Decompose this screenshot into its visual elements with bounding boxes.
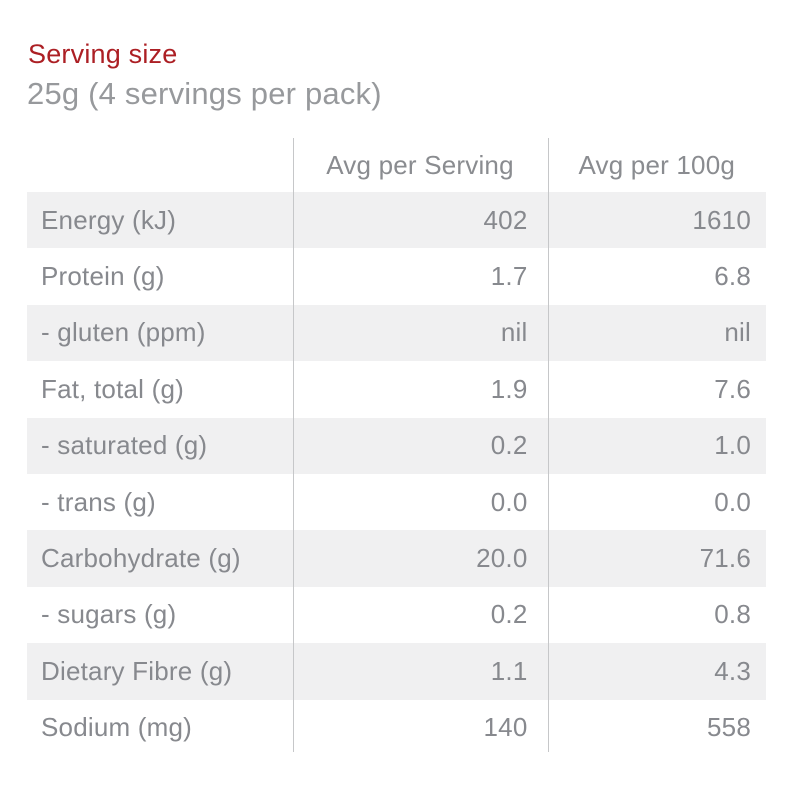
row-label: Fat, total (g)	[41, 373, 184, 404]
value-per-100g: 6.8	[714, 261, 751, 292]
column-divider-1	[292, 138, 294, 752]
serving-size-value: 25g (4 servings per pack)	[27, 76, 382, 111]
table-row: Sodium (mg) 140 558	[27, 700, 766, 756]
column-header-avg-per-100g: Avg per 100g	[578, 149, 736, 180]
value-per-serving: 0.2	[490, 430, 528, 461]
serving-size-title: Serving size	[28, 39, 178, 69]
value-per-serving: 1.1	[490, 655, 528, 686]
value-per-100g: 71.6	[699, 543, 751, 574]
value-per-100g: 0.0	[714, 486, 751, 517]
value-per-serving: 0.0	[490, 486, 528, 517]
value-per-100g: 558	[707, 712, 751, 743]
table-row: Dietary Fibre (g) 1.1 4.3	[27, 643, 766, 700]
row-label: Carbohydrate (g)	[41, 543, 241, 574]
table-row: - sugars (g) 0.2 0.8	[27, 587, 766, 643]
value-per-100g: 4.3	[714, 655, 751, 686]
table-body: Energy (kJ) 402 1610 Protein (g) 1.7 6.8 - glu…	[27, 192, 766, 756]
row-label: Energy (kJ)	[41, 204, 177, 235]
value-per-serving: nil	[500, 317, 528, 348]
value-per-100g: 1610	[692, 204, 751, 235]
value-per-serving: 0.2	[490, 599, 528, 630]
value-per-serving: 140	[483, 712, 528, 743]
table-row: - trans (g) 0.0 0.0	[27, 474, 766, 530]
row-label: - trans (g)	[41, 486, 156, 517]
nutrition-table: Avg per Serving Avg per 100g Energy (kJ)…	[27, 138, 766, 756]
value-per-100g: nil	[724, 317, 751, 348]
value-per-serving: 402	[483, 204, 528, 235]
table-row: Protein (g) 1.7 6.8	[27, 248, 766, 304]
table-row: - gluten (ppm) nil nil	[27, 304, 766, 362]
value-per-serving: 20.0	[476, 543, 528, 574]
table-row: Fat, total (g) 1.9 7.6	[27, 361, 766, 417]
table-row: Carbohydrate (g) 20.0 71.6	[27, 530, 766, 587]
row-label: Dietary Fibre (g)	[41, 655, 233, 686]
value-per-100g: 1.0	[714, 430, 751, 461]
row-label: Sodium (mg)	[41, 712, 193, 743]
column-header-avg-per-serving: Avg per Serving	[326, 149, 514, 180]
value-per-serving: 1.9	[490, 373, 528, 404]
row-label: - gluten (ppm)	[41, 317, 206, 348]
table-row: Energy (kJ) 402 1610	[27, 192, 766, 249]
value-per-100g: 7.6	[714, 373, 751, 404]
column-divider-2	[547, 138, 549, 752]
value-per-100g: 0.8	[714, 599, 751, 630]
table-row: - saturated (g) 0.2 1.0	[27, 417, 766, 474]
value-per-serving: 1.7	[490, 261, 528, 292]
row-label: - saturated (g)	[41, 430, 208, 461]
table-header-row: Avg per Serving Avg per 100g	[27, 138, 766, 192]
row-label: Protein (g)	[41, 261, 165, 292]
row-label: - sugars (g)	[41, 599, 177, 630]
